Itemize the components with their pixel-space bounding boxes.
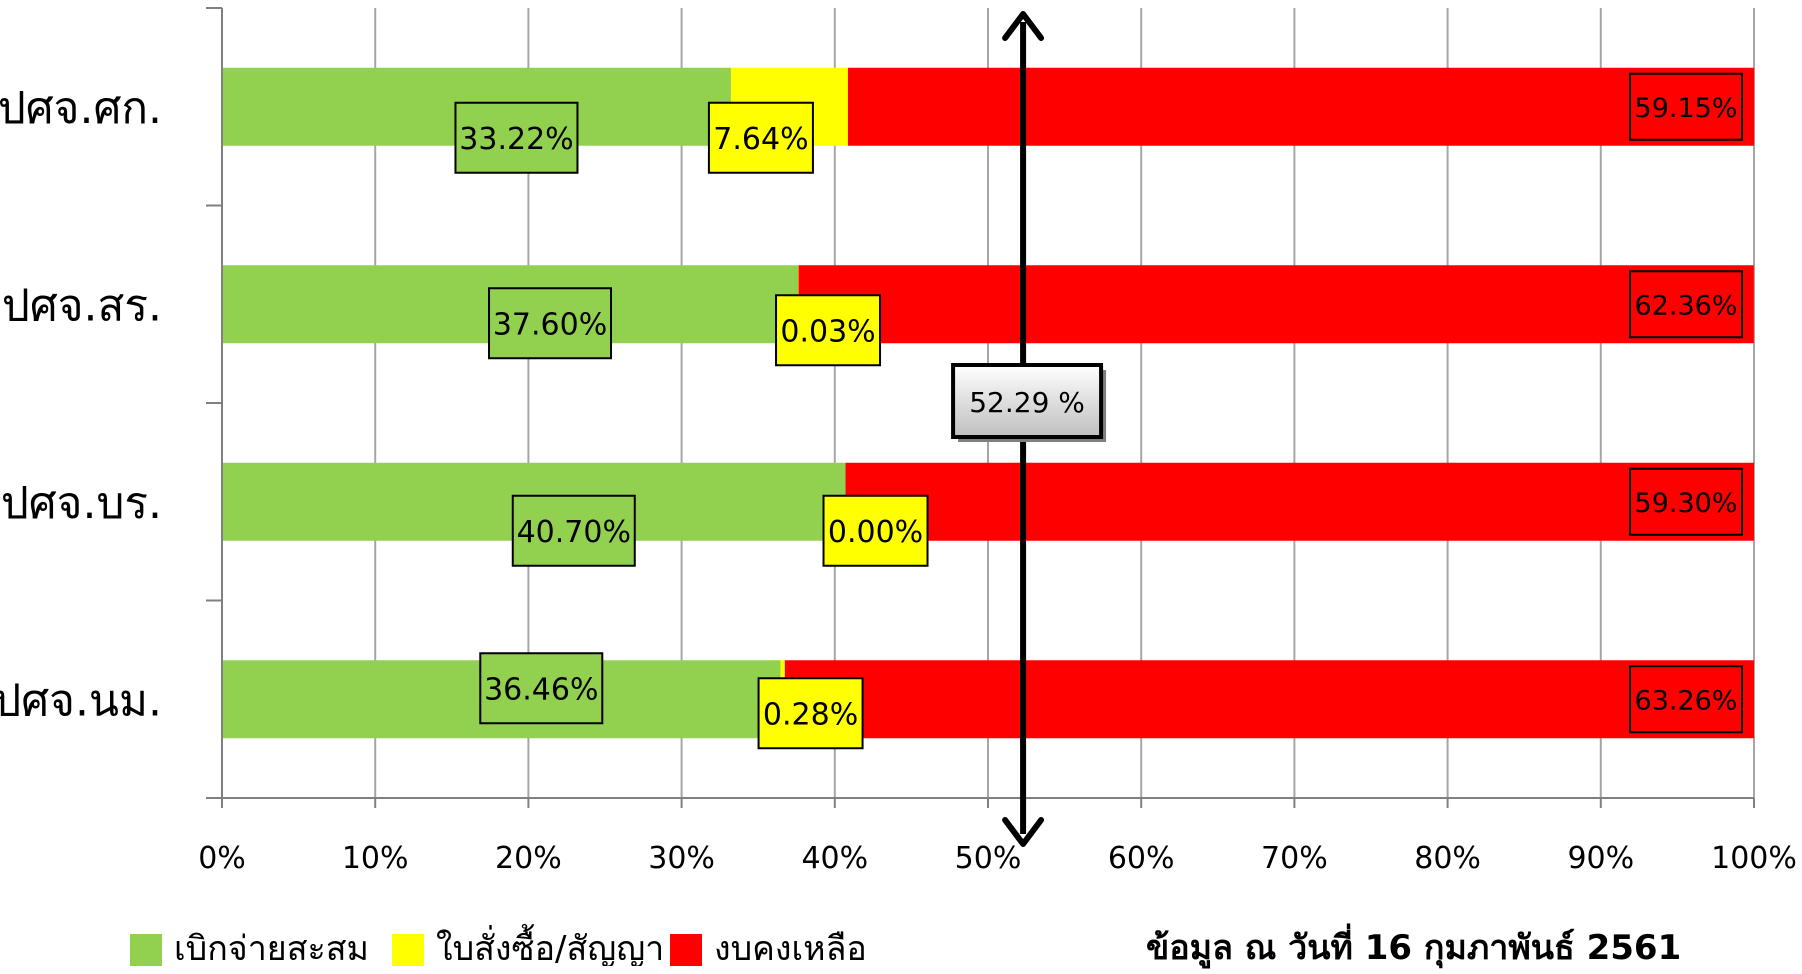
category-label: ปศจ.บร. [1,478,162,529]
legend-swatch [392,934,424,966]
x-tick-label: 60% [1108,841,1175,876]
category-label: ปศจ.ศก. [0,83,162,134]
x-tick-label: 10% [342,841,409,876]
data-label: 7.64% [713,122,808,157]
x-tick-label: 80% [1414,841,1481,876]
data-label: 0.00% [828,515,923,550]
legend-label: ใบสั่งซื้อ/สัญญา [436,924,664,966]
x-tick-label: 90% [1567,841,1634,876]
data-label: 0.28% [763,697,858,732]
legend-label: งบคงเหลือ [714,929,867,966]
bar-segment [798,265,1753,343]
data-label: 63.26% [1635,685,1738,716]
bar-segment [785,660,1754,738]
data-label: 33.22% [459,122,573,157]
x-tick-label: 30% [648,841,715,876]
data-label: 59.30% [1635,488,1738,519]
data-label: 36.46% [484,672,598,707]
x-tick-label: 20% [495,841,562,876]
category-label: ปศจ.นม. [0,675,162,726]
bar-segment [846,463,1754,541]
x-tick-label: 40% [801,841,868,876]
data-label: 0.03% [780,314,875,349]
data-label: 59.15% [1635,93,1738,124]
legend-swatch [130,934,162,966]
x-tick-label: 100% [1711,841,1797,876]
x-tick-label: 50% [955,841,1022,876]
legend-swatch [670,934,702,966]
data-label: 62.36% [1635,290,1738,321]
data-label: 40.70% [517,515,631,550]
legend-label: เบิกจ่ายสะสม [174,929,369,966]
x-tick-label: 0% [198,841,246,876]
x-tick-label: 70% [1261,841,1328,876]
data-label: 37.60% [493,307,607,342]
reference-label: 52.29 % [969,386,1085,419]
category-label: ปศจ.สร. [2,280,162,331]
bar-segment [848,68,1754,146]
